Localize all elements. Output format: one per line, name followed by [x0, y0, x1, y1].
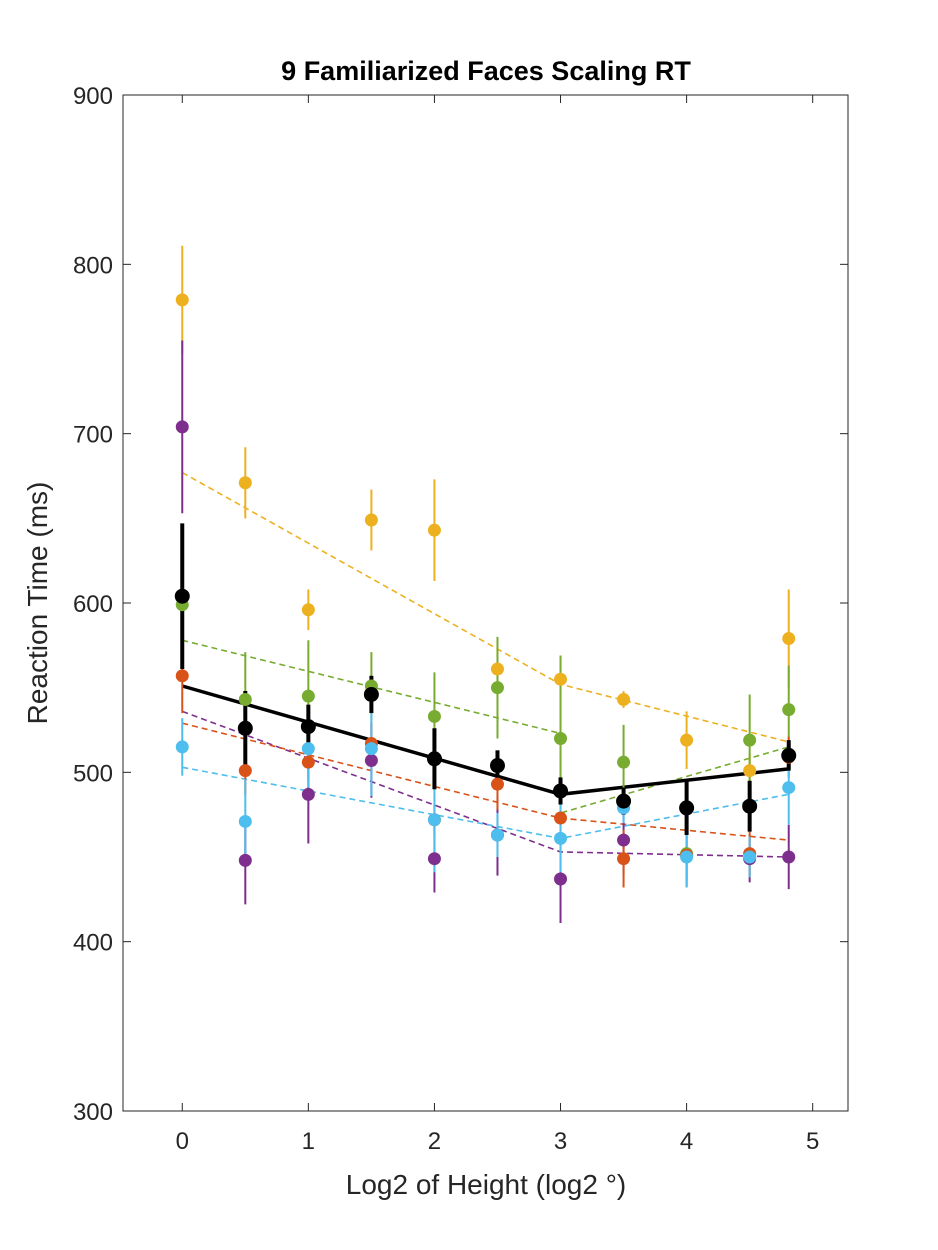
- data-point-series-2: [554, 872, 568, 886]
- data-point-series-2: [427, 852, 441, 866]
- y-tick-label: 300: [73, 1099, 113, 1126]
- data-point-series-5: [782, 781, 796, 795]
- data-point-series-1: [427, 523, 441, 537]
- data-point-series-6: [553, 783, 569, 799]
- y-tick-label: 500: [73, 760, 113, 787]
- data-point-series-4: [490, 777, 504, 791]
- data-point-series-1: [617, 693, 631, 707]
- data-point-series-5: [427, 813, 441, 827]
- data-point-series-6: [616, 793, 632, 809]
- data-point-series-5: [175, 740, 189, 754]
- data-point-series-3: [238, 693, 252, 707]
- x-tick-label: 4: [680, 1128, 693, 1155]
- data-point-series-5: [301, 742, 315, 756]
- data-point-series-3: [427, 709, 441, 723]
- data-point-series-1: [175, 293, 189, 307]
- data-point-series-6: [300, 719, 316, 735]
- data-point-series-6: [742, 798, 758, 814]
- x-axis-ticks: 0 1 2 3 4 5: [176, 95, 819, 1155]
- x-axis-label: Log2 of Height (log2 °): [346, 1169, 626, 1200]
- y-tick-label: 700: [73, 422, 113, 449]
- x-tick-label: 3: [554, 1128, 567, 1155]
- data-point-series-3: [782, 703, 796, 717]
- data-point-series-2: [238, 853, 252, 867]
- data-point-series-5: [238, 814, 252, 828]
- y-tick-label: 900: [73, 83, 113, 110]
- data-point-series-1: [743, 764, 757, 778]
- data-point-series-6: [679, 800, 695, 816]
- data-point-series-5: [680, 850, 694, 864]
- data-point-series-2: [175, 420, 189, 434]
- data-point-series-2: [301, 787, 315, 801]
- data-point-series-6: [426, 751, 442, 767]
- data-point-series-3: [490, 681, 504, 695]
- data-point-series-5: [364, 742, 378, 756]
- data-point-series-1: [301, 603, 315, 617]
- data-point-series-6: [781, 747, 797, 763]
- data-point-series-1: [782, 632, 796, 646]
- y-axis-ticks: 300 400 500 600 700 800 900: [73, 83, 848, 1126]
- data-point-series-4: [175, 669, 189, 683]
- x-tick-label: 5: [806, 1128, 819, 1155]
- data-point-series-6: [363, 686, 379, 702]
- data-point-series-3: [554, 731, 568, 745]
- fit-line-series-4: [182, 722, 789, 841]
- y-tick-label: 800: [73, 252, 113, 279]
- data-point-series-5: [743, 850, 757, 864]
- data-point-series-2: [364, 753, 378, 767]
- data-point-series-6: [237, 720, 253, 736]
- data-point-series-4: [301, 755, 315, 769]
- data-point-series-3: [743, 733, 757, 747]
- data-point-series-5: [554, 831, 568, 845]
- data-point-series-4: [617, 852, 631, 866]
- y-tick-label: 600: [73, 591, 113, 618]
- data-point-series-2: [617, 833, 631, 847]
- data-point-series-5: [490, 828, 504, 842]
- chart-title: 9 Familiarized Faces Scaling RT: [281, 56, 691, 86]
- data-point-series-6: [489, 758, 505, 774]
- data-point-series-1: [238, 476, 252, 490]
- x-tick-label: 1: [302, 1128, 315, 1155]
- data-point-series-2: [782, 850, 796, 864]
- y-axis-label: Reaction Time (ms): [22, 482, 53, 725]
- data-point-series-1: [554, 672, 568, 686]
- data-point-series-1: [364, 513, 378, 527]
- data-point-series-6: [174, 588, 190, 604]
- x-tick-label: 0: [176, 1128, 189, 1155]
- data-point-series-1: [680, 733, 694, 747]
- data-points: [174, 293, 797, 886]
- data-point-series-3: [617, 755, 631, 769]
- y-tick-label: 400: [73, 930, 113, 957]
- x-tick-label: 2: [428, 1128, 441, 1155]
- data-point-series-1: [490, 662, 504, 676]
- data-point-series-4: [554, 811, 568, 825]
- data-point-series-4: [238, 764, 252, 778]
- data-point-series-3: [301, 689, 315, 703]
